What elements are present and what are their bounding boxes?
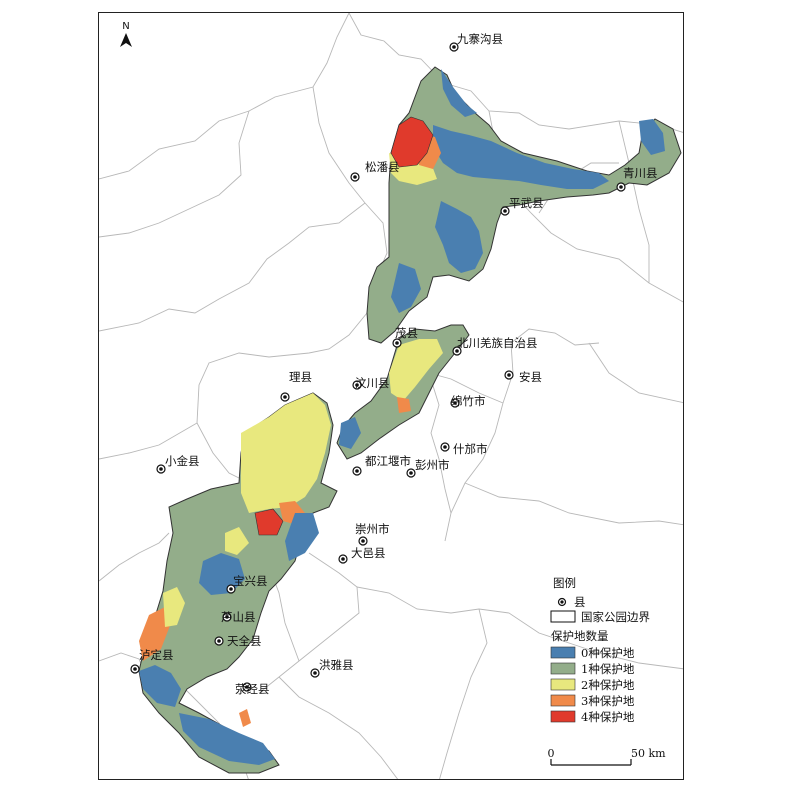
legend-class-swatch	[550, 662, 576, 675]
legend-class-1: 1种保护地	[550, 662, 635, 676]
county-qingchuan: 青川县	[616, 166, 658, 192]
legend-boundary-label: 国家公园边界	[581, 610, 650, 624]
county-label: 北川羌族自治县	[457, 336, 538, 350]
county-label: 荥经县	[235, 682, 270, 696]
park-region-north-class0-c	[435, 201, 483, 273]
county-maoxian: 茂县	[392, 326, 418, 348]
county-tianquan: 天全县	[214, 634, 262, 648]
county-songpan: 松潘县	[350, 160, 400, 182]
county-label: 汶川县	[355, 376, 390, 390]
county-label: 大邑县	[351, 546, 386, 560]
county-dayi: 大邑县	[338, 546, 386, 564]
legend-class-swatch	[550, 710, 576, 723]
legend-class-swatch	[550, 646, 576, 659]
county-beichuan: 北川羌族自治县	[452, 336, 538, 356]
county-label: 小金县	[165, 454, 200, 468]
legend-class-0: 0种保护地	[550, 646, 635, 660]
scale-bar-start: 0	[548, 747, 555, 760]
park-region-south-class2	[241, 393, 331, 513]
county-jiuzhaigou: 九寨沟县	[449, 32, 503, 52]
map-frame: N 九寨沟县松潘县 青川县平武县茂县北川羌族自治县安县 理县 汶川县绵竹市什邡市小金县…	[98, 12, 684, 780]
county-yingjing: 荥经县	[235, 682, 270, 696]
park-area	[138, 66, 682, 774]
county-label: 彭州市	[415, 458, 450, 472]
county-label: 青川县	[623, 166, 658, 180]
county-baoxing: 宝兴县	[226, 574, 268, 594]
county-luding: 泸定县	[130, 648, 174, 674]
park-region-middle-class2	[389, 339, 443, 401]
county-dujiangyan: 都江堰市	[352, 454, 411, 476]
legend-classes: 0种保护地 1种保护地 2种保护地 3种保护地 4种保护地	[550, 646, 635, 724]
county-chongzhou: 崇州市	[355, 522, 390, 546]
county-lixian: 理县	[280, 370, 312, 402]
park-region-south-class3-c	[239, 709, 251, 727]
county-hongya: 洪雅县	[310, 658, 354, 678]
county-label: 绵竹市	[451, 394, 486, 408]
park-region-north-class0-e	[391, 263, 421, 313]
county-label: 九寨沟县	[457, 32, 503, 46]
county-label: 理县	[289, 370, 312, 384]
park-region-south-class0-d	[285, 513, 319, 561]
park-region-south-class2-c	[225, 527, 249, 555]
legend-class-2: 2种保护地	[550, 678, 635, 692]
county-pengzhou: 彭州市	[406, 458, 450, 478]
county-label: 洪雅县	[319, 658, 354, 672]
legend-title: 图例	[553, 576, 576, 590]
park-region-middle-class3	[397, 397, 411, 413]
county-label: 芦山县	[221, 610, 256, 624]
county-label: 茂县	[395, 326, 418, 340]
county-mianzhu: 绵竹市	[450, 394, 486, 408]
county-lushan: 芦山县	[221, 610, 256, 624]
legend-class-swatch	[550, 678, 576, 691]
legend-class-label: 3种保护地	[581, 694, 635, 708]
scale-bar: 0 50 km	[548, 747, 666, 766]
legend-class-label: 4种保护地	[581, 710, 635, 724]
park-region-south-class0-a	[199, 553, 245, 595]
legend-class-4: 4种保护地	[550, 710, 635, 724]
county-xiaojin: 小金县	[156, 454, 200, 474]
park-region-south-class3-b	[139, 607, 171, 661]
county-label: 安县	[519, 370, 542, 384]
county-label: 天全县	[227, 634, 262, 648]
county-anxian: 安县	[504, 370, 542, 384]
county-label: 什邡市	[453, 442, 488, 456]
park-region-north-class4	[390, 116, 434, 168]
legend: 图例 县 国家公园边界 保护地数量 0种保护地 1种保护地 2种保护地 3种保护地 4种…	[550, 576, 650, 724]
county-label: 宝兴县	[233, 574, 268, 588]
legend-boundary-swatch	[550, 610, 576, 623]
county-label: 平武县	[509, 196, 544, 210]
county-pingwu: 平武县	[500, 196, 544, 216]
park-region-north-class0-b	[441, 69, 477, 117]
north-arrow-label: N	[122, 21, 129, 32]
county-label: 都江堰市	[365, 454, 411, 468]
park-region-south-class2-b	[163, 587, 185, 627]
county-wenchuan: 汶川县	[352, 376, 390, 390]
scale-bar-end: 50 km	[631, 747, 666, 760]
park-region-north-class0-a	[433, 125, 609, 189]
county-label: 泸定县	[139, 648, 174, 662]
legend-class-swatch	[550, 694, 576, 707]
county-shifang: 什邡市	[440, 442, 488, 456]
legend-class-label: 2种保护地	[581, 678, 635, 692]
north-arrow: N	[120, 21, 132, 47]
county-label: 松潘县	[365, 160, 400, 174]
park-region-south-class0-c	[179, 713, 275, 765]
park-region-middle-class0	[339, 417, 361, 449]
legend-class-label: 1种保护地	[581, 662, 635, 676]
legend-county-label: 县	[574, 595, 586, 609]
park-region-south-class4	[254, 508, 284, 536]
park-region-south-class0-b	[139, 665, 181, 707]
county-label: 崇州市	[355, 522, 390, 536]
legend-class-3: 3种保护地	[550, 694, 635, 708]
legend-classes-title: 保护地数量	[551, 629, 609, 643]
park-region-north-class0-d	[639, 119, 665, 155]
legend-class-label: 0种保护地	[581, 646, 635, 660]
